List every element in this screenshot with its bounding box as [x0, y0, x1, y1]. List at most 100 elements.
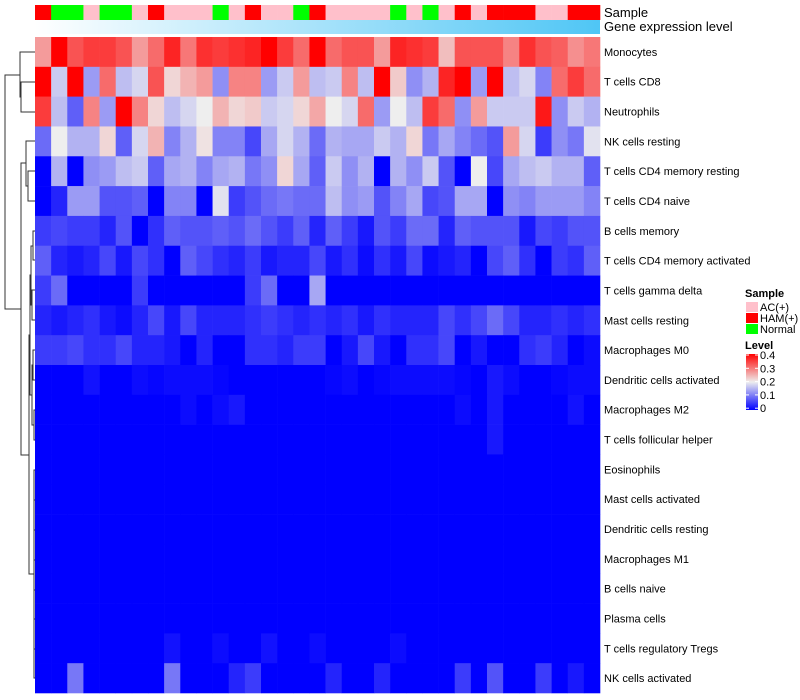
- heatmap-cell: [148, 484, 165, 515]
- row-label: B cells memory: [604, 226, 680, 238]
- heatmap-cell: [148, 454, 165, 485]
- heatmap-cell: [131, 245, 149, 276]
- heatmap-cell: [406, 663, 423, 694]
- heatmap-cell: [551, 215, 569, 247]
- heatmap-cell: [325, 186, 343, 217]
- heatmap-cell: [503, 603, 520, 634]
- heatmap-cell: [519, 633, 536, 664]
- heatmap-cell: [487, 335, 504, 366]
- heatmap-cell: [83, 514, 100, 545]
- heatmap-cell: [341, 186, 359, 217]
- heatmap-cell: [164, 603, 181, 634]
- heatmap-cell: [196, 573, 213, 604]
- heatmap-cell: [244, 514, 262, 545]
- heatmap-cell: [148, 186, 165, 217]
- sample-annotation-cell: [309, 5, 326, 20]
- heatmap-cell: [325, 37, 343, 68]
- heatmap-cell: [277, 663, 294, 694]
- heatmap-cell: [567, 156, 585, 187]
- heatmap-cell: [341, 394, 359, 425]
- legend-label: HAM(+): [760, 313, 798, 325]
- legend-label: Normal: [760, 324, 795, 336]
- heatmap-cell: [567, 394, 585, 425]
- sample-annotation-cell: [406, 5, 423, 20]
- heatmap-cell: [164, 573, 181, 604]
- heatmap-cell: [83, 186, 100, 217]
- heatmap-cell: [454, 96, 472, 127]
- heatmap-cell: [164, 305, 181, 336]
- heatmap-cell: [357, 156, 375, 187]
- heatmap-cell: [325, 156, 343, 187]
- heatmap-cell: [583, 394, 601, 425]
- heatmap-cell: [115, 186, 133, 217]
- sample-annotation-cell: [293, 5, 310, 20]
- heatmap-cell: [470, 335, 488, 366]
- heatmap-cell: [357, 573, 375, 604]
- row-label: NK cells resting: [604, 136, 680, 148]
- heatmap-cell: [454, 424, 472, 455]
- heatmap-cell: [180, 543, 197, 575]
- heatmap-cell: [293, 365, 310, 396]
- heatmap-cell: [551, 186, 569, 217]
- heatmap-cell: [503, 633, 520, 664]
- sample-annotation-cell: [244, 5, 262, 20]
- heatmap-cell: [148, 424, 165, 455]
- heatmap-cell: [438, 633, 456, 664]
- heatmap-cell: [293, 663, 310, 694]
- heatmap-cell: [503, 305, 520, 336]
- heatmap-cell: [406, 37, 423, 68]
- heatmap-cell: [535, 663, 552, 694]
- heatmap-cell: [583, 245, 601, 276]
- heatmap-cell: [277, 543, 294, 575]
- heatmap-cell: [99, 454, 117, 485]
- heatmap-cell: [148, 365, 165, 396]
- heatmap-cell: [406, 633, 423, 664]
- row-label: T cells CD8: [604, 77, 661, 89]
- heatmap-cell: [115, 126, 133, 157]
- heatmap-cell: [374, 394, 391, 425]
- sample-annotation-cell: [35, 5, 52, 20]
- heatmap-cell: [583, 305, 601, 336]
- heatmap-cell: [438, 484, 456, 515]
- heatmap-cell: [67, 245, 84, 276]
- heatmap-cell: [99, 365, 117, 396]
- heatmap-cell: [164, 394, 181, 425]
- heatmap-cell: [212, 245, 230, 276]
- heatmap-cell: [212, 514, 230, 545]
- heatmap-cell: [228, 66, 246, 97]
- heatmap-cell: [228, 275, 246, 306]
- heatmap-cell: [503, 66, 520, 97]
- heatmap-cell: [277, 215, 294, 247]
- heatmap-cell: [325, 66, 343, 97]
- heatmap-cell: [277, 454, 294, 485]
- heatmap-cell: [35, 424, 52, 455]
- heatmap-cell: [277, 394, 294, 425]
- heatmap-cell: [131, 484, 149, 515]
- sample-annotation-cell: [519, 5, 536, 20]
- heatmap-cell: [519, 603, 536, 634]
- heatmap-cell: [470, 573, 488, 604]
- heatmap-cell: [115, 543, 133, 575]
- heatmap-cell: [357, 96, 375, 127]
- heatmap-cell: [438, 305, 456, 336]
- heatmap-cell: [244, 394, 262, 425]
- heatmap-cell: [67, 156, 84, 187]
- row-label: Eosinophils: [604, 464, 661, 476]
- heatmap-cell: [277, 305, 294, 336]
- heatmap-cell: [277, 66, 294, 97]
- heatmap-cell: [196, 275, 213, 306]
- heatmap-cell: [583, 186, 601, 217]
- heatmap-cell: [244, 126, 262, 157]
- heatmap-cell: [325, 573, 343, 604]
- heatmap-cell: [535, 215, 552, 247]
- heatmap-cell: [390, 156, 407, 187]
- heatmap-cell: [228, 633, 246, 664]
- gene-expression-annotation-bar: [35, 20, 600, 34]
- heatmap-cell: [261, 126, 278, 157]
- heatmap-cell: [212, 365, 230, 396]
- heatmap-cell: [406, 335, 423, 366]
- sample-annotation-cell: [277, 5, 294, 20]
- legend-level-title: Level: [745, 340, 773, 352]
- heatmap-cell: [244, 275, 262, 306]
- heatmap-cell: [67, 305, 84, 336]
